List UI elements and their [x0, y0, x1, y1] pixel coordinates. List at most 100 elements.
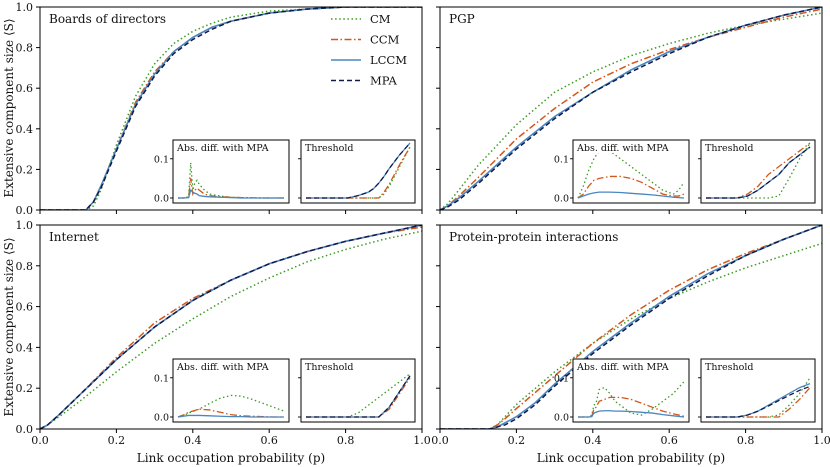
inset-diff: 0.0 0.1 Abs. diff. with MPA: [554, 358, 690, 424]
legend-label-ccm: CCM: [370, 33, 400, 47]
x-tick-label: 0.4: [184, 434, 202, 447]
y-tick-label: 0.4: [16, 341, 34, 354]
inset-line-cm: [577, 150, 685, 199]
y-tick-label: 0.6: [16, 82, 34, 95]
inset-title-bg: [302, 141, 358, 153]
panel-frame: [39, 224, 423, 430]
x-tick-label: 1.0: [413, 434, 431, 447]
inset-y-tick-label: 0.0: [154, 413, 169, 424]
y-axis-label-bottom: Extensive component size ⟨S⟩: [2, 237, 16, 416]
x-tick-label: 0.2: [508, 434, 526, 447]
inset-line-lccm: [178, 188, 284, 199]
inset-series-group: [577, 150, 685, 199]
inset-title: Threshold: [305, 143, 353, 154]
x-tick-label: 0.8: [337, 434, 355, 447]
x-tick-label: 0.0: [31, 434, 49, 447]
legend-label-lccm: LCCM: [370, 53, 407, 67]
inset-diff: 0.0 0.1 Abs. diff. with MPA: [554, 139, 690, 205]
panel-title: Internet: [49, 230, 99, 244]
series-line-mpa: [40, 7, 422, 210]
panel-title: Boards of directors: [49, 12, 166, 26]
series-group: [440, 225, 822, 429]
x-tick-label: 0.2: [108, 434, 126, 447]
y-tick-label: 1.0: [16, 219, 34, 232]
inset-diff: 0.0 0.1 Abs. diff. with MPA: [154, 139, 290, 205]
series-line-cm: [40, 230, 422, 429]
inset-y-tick-label: 0.1: [554, 373, 569, 384]
x-axis-label-right: Link occupation probability (p): [537, 451, 725, 465]
inset-series-group: [706, 377, 811, 418]
inset-y-tick-label: 0.1: [554, 154, 569, 165]
inset-title: Abs. diff. with MPA: [576, 362, 669, 373]
inset-y-tick-label: 0.0: [554, 413, 569, 424]
inset-y-tick-label: 0.0: [154, 194, 169, 205]
inset-line-cm: [706, 142, 811, 199]
y-axis-label-top: Extensive component size ⟨S⟩: [2, 18, 16, 197]
series-group: [440, 7, 822, 210]
series-group: [40, 7, 422, 210]
x-axis-label-left: Link occupation probability (p): [137, 451, 325, 465]
inset-title-bg: [174, 360, 274, 372]
inset-line-mpa: [706, 385, 811, 418]
inset-title: Threshold: [705, 143, 753, 154]
inset-y-tick-label: 0.0: [554, 194, 569, 205]
y-tick-label: 0.4: [16, 123, 34, 136]
inset-series-group: [578, 381, 685, 418]
x-tick-label: 0.6: [260, 434, 278, 447]
panel-4: 0.0 0.2 0.4 0.6 0.8 1.0 Protein-protein intera…: [431, 224, 830, 447]
y-tick-label: 0.0: [16, 423, 34, 436]
y-tick-label: 0.8: [16, 260, 34, 273]
x-tick-label: 0.4: [584, 434, 602, 447]
series-line-ccm: [440, 225, 822, 429]
inset-line-mpa: [706, 146, 811, 199]
legend-label-mpa: MPA: [370, 74, 397, 88]
y-tick-label: 0.2: [16, 382, 34, 395]
inset-series-group: [706, 142, 811, 199]
legend-label-cm: CM: [370, 12, 391, 26]
panel-frame: [439, 224, 823, 430]
panel-frame: [439, 6, 823, 211]
series-line-mpa: [40, 225, 422, 429]
inset-series-group: [178, 162, 284, 199]
panel-title: Protein-protein interactions: [449, 230, 618, 244]
inset-title: Threshold: [705, 362, 753, 373]
x-tick-label: 0.6: [660, 434, 678, 447]
legend: CM CCM LCCM MPA: [331, 12, 407, 88]
inset-line-cm: [706, 377, 811, 418]
x-tick-label: 1.0: [813, 434, 830, 447]
inset-title-bg: [702, 141, 758, 153]
series-line-lccm: [40, 7, 422, 210]
panel-title: PGP: [449, 12, 475, 26]
inset-y-tick-label: 0.1: [154, 154, 169, 165]
y-tick-label: 0.6: [16, 301, 34, 314]
inset-threshold: Threshold: [698, 358, 816, 423]
inset-line-lccm: [177, 414, 284, 418]
inset-line-ccm: [306, 377, 411, 418]
inset-title-bg: [702, 360, 758, 372]
x-tick-label: 0.8: [737, 434, 755, 447]
inset-threshold: Threshold: [698, 139, 816, 204]
inset-y-tick-label: 0.1: [154, 373, 169, 384]
y-tick-label: 0.0: [16, 204, 34, 217]
inset-threshold: Threshold: [298, 358, 416, 423]
inset-title-bg: [302, 360, 358, 372]
inset-line-lccm: [577, 191, 685, 199]
inset-line-ccm: [577, 175, 685, 199]
inset-line-ccm: [706, 387, 811, 418]
panel-frame: [39, 6, 423, 211]
inset-line-lccm: [578, 410, 685, 418]
inset-line-ccm: [177, 408, 284, 418]
inset-line-cm: [306, 373, 411, 418]
inset-series-group: [306, 373, 411, 418]
inset-title-bg: [574, 141, 674, 153]
inset-title-bg: [174, 141, 274, 153]
x-tick-label: 0.0: [431, 434, 449, 447]
inset-line-ccm: [578, 396, 685, 418]
y-tick-label: 0.8: [16, 42, 34, 55]
inset-line-ccm: [306, 146, 411, 199]
inset-series-group: [306, 142, 411, 199]
panel-2: PGP 0.0 0.1 Abs. diff. with MPA Threshold: [436, 6, 823, 214]
inset-title: Threshold: [305, 362, 353, 373]
inset-line-mpa: [306, 142, 411, 199]
